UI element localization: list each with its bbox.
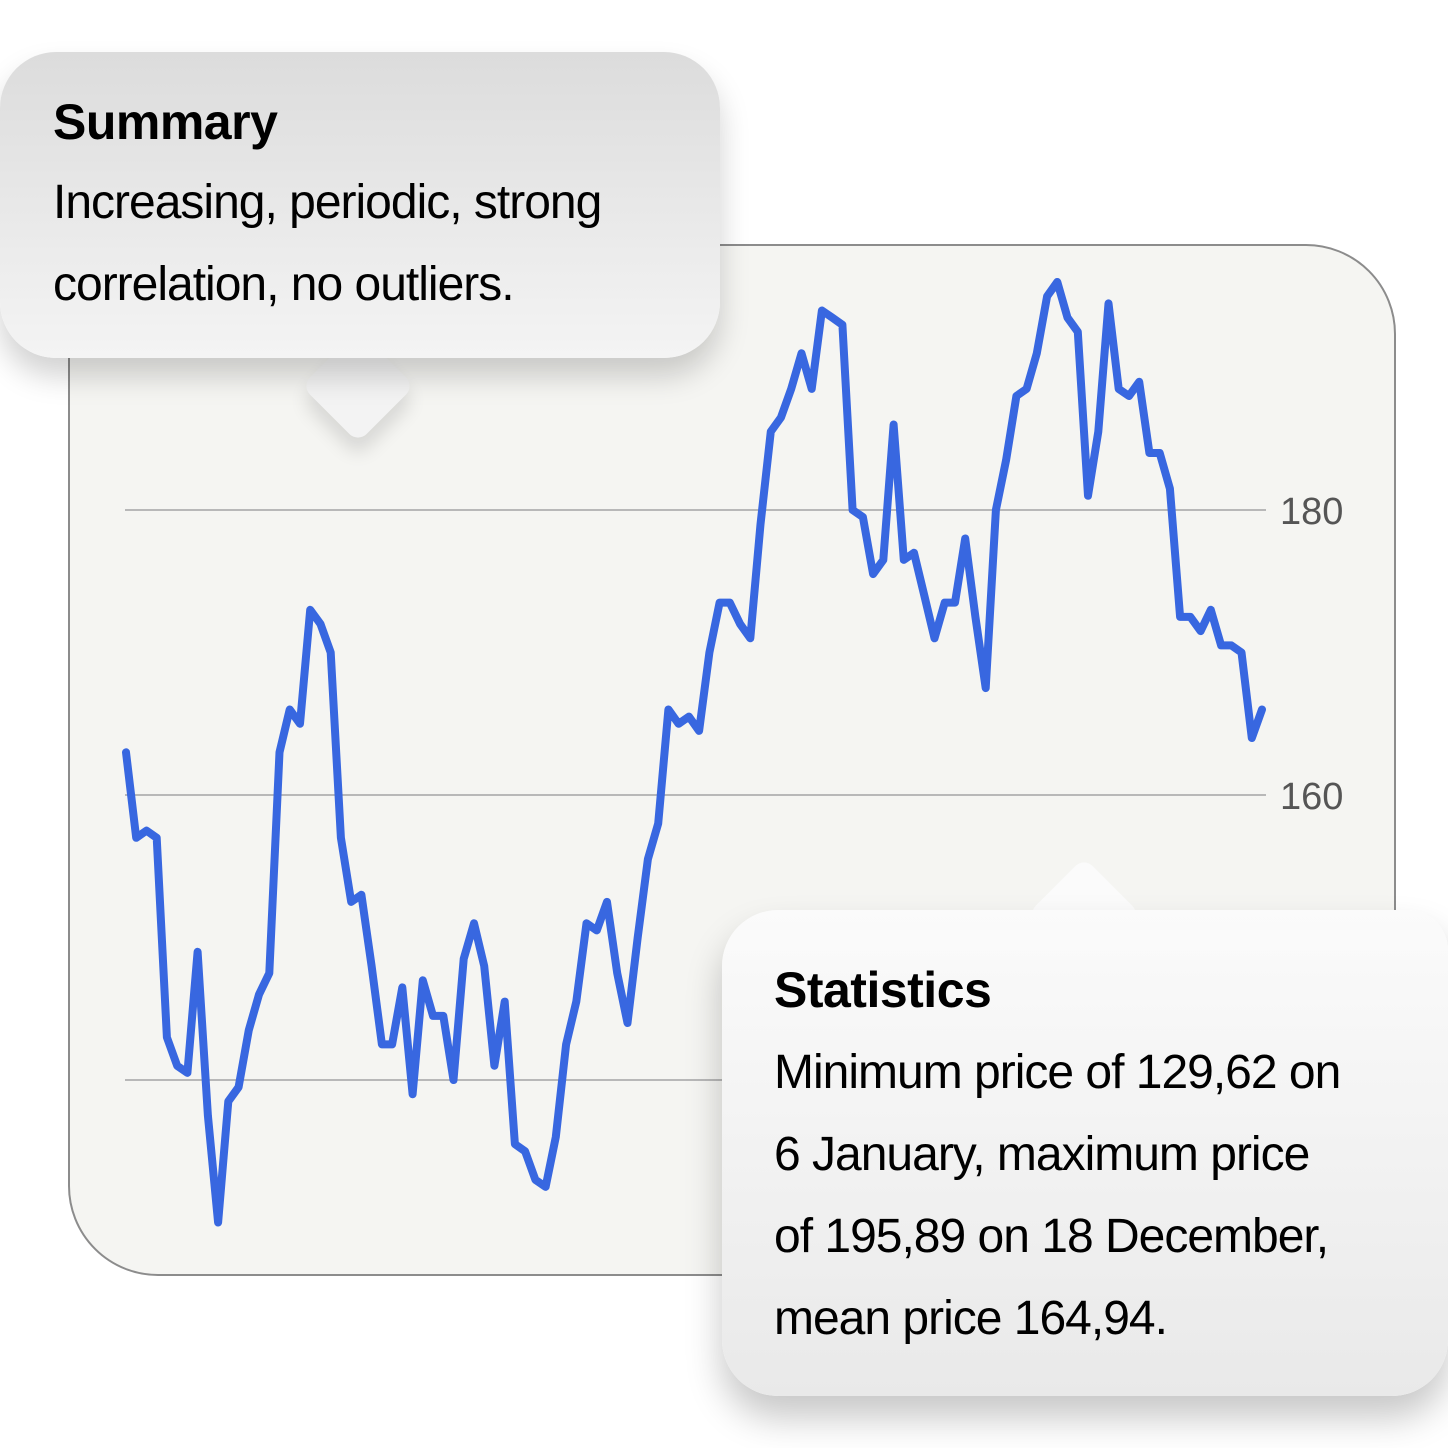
- statistics-line: mean price 164,94.: [774, 1292, 1168, 1345]
- summary-line: Increasing, periodic, strong: [53, 176, 602, 229]
- statistics-title: Statistics: [774, 962, 992, 1018]
- summary-callout: Summary Increasing, periodic, strong cor…: [0, 52, 720, 443]
- summary-line: correlation, no outliers.: [53, 258, 515, 311]
- price-series-line: [122, 278, 1266, 1227]
- statistics-callout: Statistics Minimum price of 129,62 on 6 …: [722, 857, 1448, 1396]
- statistics-line: of 195,89 on 18 December,: [774, 1210, 1329, 1263]
- summary-title: Summary: [53, 94, 278, 150]
- y-tick-label: 180: [1280, 491, 1343, 533]
- line-chart: 180 160: [122, 278, 1343, 1227]
- statistics-line: Minimum price of 129,62 on: [774, 1046, 1341, 1099]
- y-tick-label: 160: [1280, 776, 1343, 818]
- statistics-callout-background: [722, 910, 1448, 1396]
- summary-callout-background: [0, 52, 720, 358]
- statistics-line: 6 January, maximum price: [774, 1128, 1310, 1181]
